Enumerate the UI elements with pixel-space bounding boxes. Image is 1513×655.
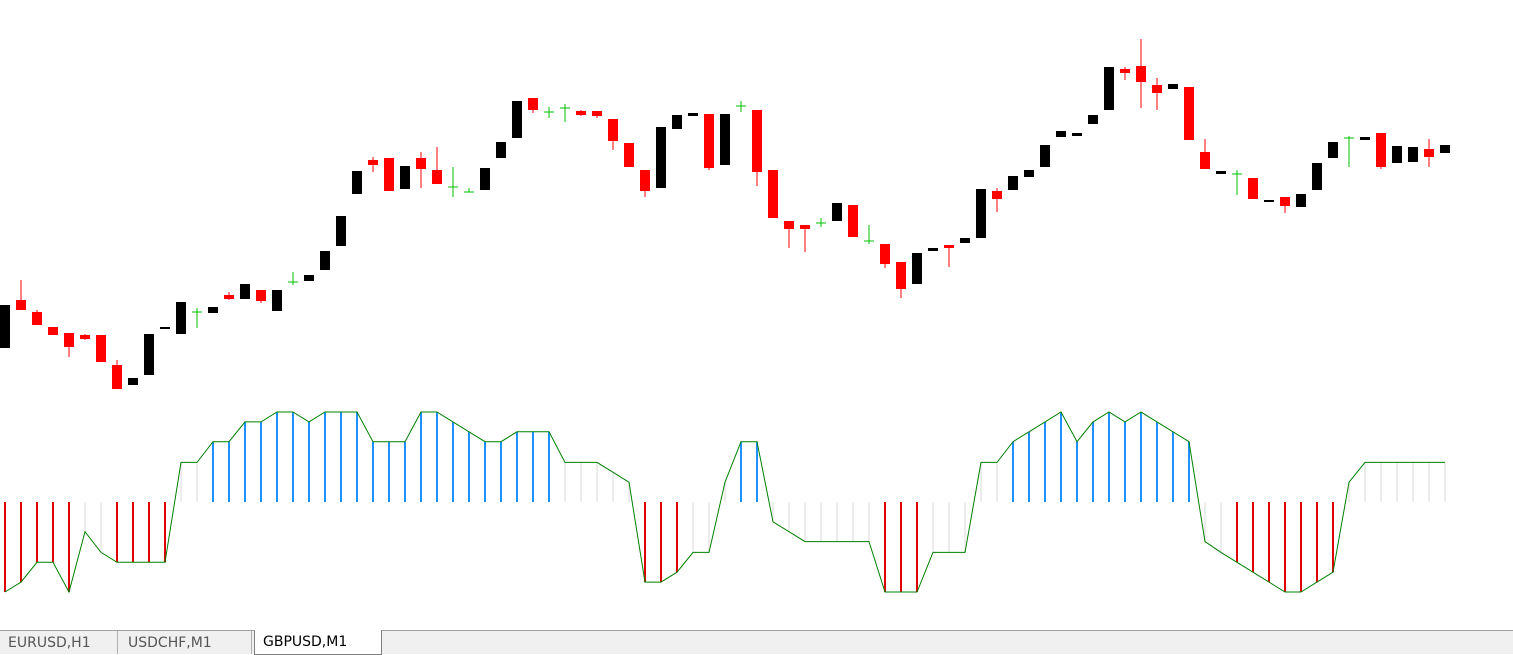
candle-body — [160, 327, 170, 329]
candle-body — [1184, 87, 1194, 140]
candle-body — [1216, 171, 1226, 174]
candle-body — [96, 335, 106, 362]
candle-body — [240, 284, 250, 299]
candle-body — [1072, 133, 1082, 136]
candle-body — [976, 189, 986, 238]
candle-body — [368, 160, 378, 165]
candle-body — [384, 158, 394, 191]
candle-body — [208, 307, 218, 313]
candle-body — [432, 170, 442, 184]
candle-body — [1088, 115, 1098, 124]
symbol-tab[interactable]: GBPUSD,M1 — [254, 630, 382, 655]
candle-body — [992, 191, 1002, 199]
candle-body — [1264, 200, 1274, 202]
candle-body — [960, 238, 970, 243]
candle-body — [704, 114, 714, 168]
candle-body — [1120, 69, 1130, 73]
candle-body — [1312, 163, 1322, 190]
candle-body — [1168, 84, 1178, 89]
candle-body — [848, 205, 858, 237]
candle-body — [16, 300, 26, 310]
candle-body — [1280, 197, 1290, 206]
oscillator-line — [4, 411, 1445, 594]
candle-body — [320, 251, 330, 270]
candle-body — [1056, 131, 1066, 137]
candle-body — [496, 142, 506, 158]
candle-body — [1104, 67, 1114, 110]
candle-body — [304, 275, 314, 281]
candle-body — [1408, 147, 1418, 162]
candle-body — [64, 333, 74, 347]
candle-body — [176, 302, 186, 334]
candle-body — [768, 170, 778, 218]
candle-body — [256, 290, 266, 301]
candle-body — [1200, 152, 1210, 169]
candle-body — [1360, 137, 1370, 140]
candle-body — [928, 248, 938, 251]
candle-body — [880, 244, 890, 264]
candle-body — [624, 143, 634, 167]
candle-body — [224, 295, 234, 299]
candle-body — [1136, 66, 1146, 82]
candle-body — [80, 335, 90, 339]
chart — [0, 39, 1450, 594]
symbol-tab[interactable]: EURUSD,H1 — [0, 631, 118, 654]
candle-body — [1152, 85, 1162, 93]
candle-body — [1392, 146, 1402, 163]
candle-body — [1440, 145, 1450, 153]
candle-body — [832, 203, 842, 221]
candle-body — [688, 113, 698, 116]
candle-body — [752, 110, 762, 172]
candle-body — [592, 111, 602, 116]
candle-body — [0, 305, 10, 348]
candle-body — [640, 170, 650, 191]
symbol-tab[interactable]: USDCHF,M1 — [120, 631, 252, 654]
candle-body — [1008, 176, 1018, 190]
tab-bar: EURUSD,H1 USDCHF,M1 GBPUSD,M1 — [0, 630, 1513, 655]
candle-body — [608, 119, 618, 141]
candle-body — [352, 171, 362, 194]
candle-body — [512, 101, 522, 138]
candle-body — [416, 158, 426, 169]
candle-body — [1040, 145, 1050, 167]
candle-body — [672, 115, 682, 129]
candle-body — [944, 245, 954, 248]
candle-body — [784, 221, 794, 229]
candle-body — [32, 312, 42, 325]
candle-body — [1024, 170, 1034, 177]
candle-body — [128, 378, 138, 385]
candle-body — [112, 365, 122, 389]
candle-body — [720, 114, 730, 165]
candle-body — [272, 290, 282, 311]
candle-body — [896, 262, 906, 289]
candle-body — [1248, 178, 1258, 199]
candle-body — [144, 334, 154, 375]
candle-body — [576, 111, 586, 115]
candle-body — [1328, 142, 1338, 158]
candle-body — [480, 168, 490, 190]
candle-body — [48, 327, 58, 335]
candle-body — [912, 253, 922, 284]
candle-body — [528, 98, 538, 110]
candle-body — [400, 166, 410, 189]
candle-body — [1296, 194, 1306, 207]
candle-body — [800, 225, 810, 229]
candle-body — [1424, 149, 1434, 157]
candle-body — [336, 216, 346, 246]
candle-body — [656, 127, 666, 188]
candle-body — [1376, 133, 1386, 167]
